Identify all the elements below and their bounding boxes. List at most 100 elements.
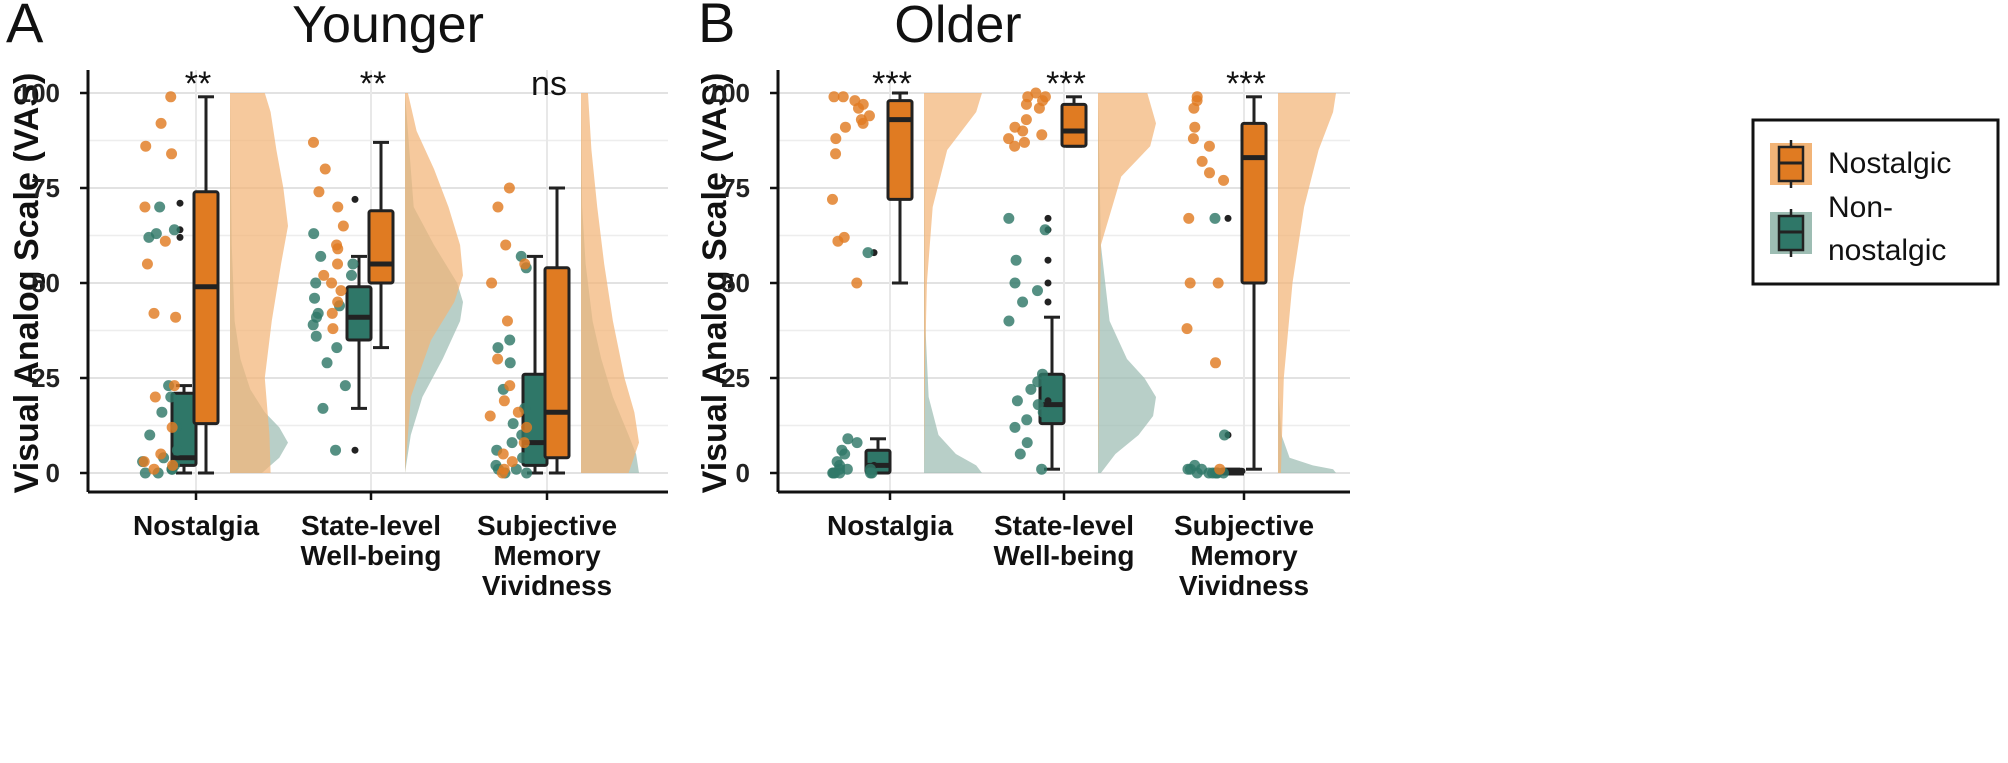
y-tick-label: 50 [31,268,60,298]
raw-point-nostalgic [326,277,338,289]
raw-point-nonnostalgic [310,277,322,289]
panel-title: Older [894,0,1021,54]
raw-point-nonnostalgic [1039,224,1051,236]
raw-point-nonnostalgic [517,452,529,464]
raw-point-nonnostalgic [507,418,519,430]
raw-point-nostalgic [1203,140,1215,152]
raw-point-nonnostalgic [165,391,177,403]
raw-point-nostalgic [332,296,344,308]
raw-point-nostalgic [1214,463,1226,475]
raw-point-nonnostalgic [1218,429,1230,441]
raw-point-nonnostalgic [171,444,183,456]
x-category-label: Vividness [482,570,612,601]
significance-label: *** [1226,65,1266,103]
raw-point-nostalgic [138,456,150,468]
raw-point-nostalgic [500,239,512,251]
box-iqr-nostalgic [886,99,914,201]
raw-point-nonnostalgic [150,228,162,240]
raw-point-nostalgic [165,91,177,103]
raw-point-nostalgic [335,285,347,297]
raw-point-nostalgic [1036,129,1048,141]
raw-point-nostalgic [492,201,504,213]
raw-point-nonnostalgic [345,269,357,281]
raw-point-nonnostalgic [1014,448,1026,460]
y-tick-label: 75 [721,173,750,203]
raw-point-nonnostalgic [154,201,166,213]
raw-point-nonnostalgic [308,228,320,240]
x-category-label: Subjective [1174,510,1314,541]
raw-point-nostalgic [149,391,161,403]
raw-point-nostalgic [512,406,524,418]
x-category-label: State-level [301,510,441,541]
y-axis-label: Visual Analog Scale (VAS) [8,73,46,494]
raw-point-nostalgic [307,136,319,148]
raw-point-nostalgic [1018,136,1030,148]
raw-point-nonnostalgic [521,467,533,479]
raw-point-nostalgic [140,140,152,152]
legend-key-nostalgic [1770,140,1812,188]
raw-point-nonnostalgic [1021,414,1033,426]
raw-point-nostalgic [497,448,509,460]
raw-point-nostalgic [1212,277,1224,289]
raw-point-nostalgic [1181,323,1193,335]
raw-point-nonnostalgic [1036,368,1048,380]
raw-point-nostalgic [1218,174,1230,186]
raw-point-nonnostalgic [144,429,156,441]
raw-point-nostalgic [166,421,178,433]
outlier-point-nonnostalgic [1044,256,1052,264]
raw-point-nostalgic [159,235,171,247]
raw-point-nostalgic [1196,155,1208,167]
outlier-point-nonnostalgic [1044,397,1052,405]
raw-point-nonnostalgic [864,463,876,475]
y-tick-label: 100 [707,78,750,108]
y-axis-label: Visual Analog Scale (VAS) [696,73,734,494]
raw-point-nostalgic [1183,212,1195,224]
density-cloud-nostalgic [230,93,288,473]
raw-point-nonnostalgic [862,247,874,259]
raw-point-nonnostalgic [1209,212,1221,224]
x-category-label: Memory [1190,540,1298,571]
density-cloud-nonnostalgic [1098,93,1156,473]
raw-point-nonnostalgic [339,380,351,392]
category-group: *** Nostalgia [826,65,982,541]
box-iqr-nostalgic [1240,121,1268,285]
raw-point-nonnostalgic [1031,285,1043,297]
category-group: ** Nostalgia [133,65,288,541]
raw-point-nonnostalgic [156,406,168,418]
raw-point-nostalgic [504,380,516,392]
raw-point-nostalgic [155,117,167,129]
raw-point-nonnostalgic [315,250,327,262]
y-tick-label: 25 [31,363,60,393]
y-tick-label: 0 [46,458,60,488]
raw-point-nostalgic [830,148,842,160]
raw-point-nostalgic [327,323,339,335]
raw-point-nostalgic [1210,357,1222,369]
legend-label-nonnostalgic-line2: nostalgic [1828,234,1946,267]
legend-key-nonnostalgic [1770,209,1812,257]
raw-point-nostalgic [484,410,496,422]
raw-point-nostalgic [851,277,863,289]
density-cloud-nostalgic [405,93,463,473]
raw-point-nonnostalgic [309,292,321,304]
panel-letter: A [6,0,44,54]
x-category-label: Subjective [477,510,617,541]
raw-point-nonnostalgic [321,357,333,369]
x-category-label: Nostalgia [827,510,953,541]
raw-point-nostalgic [1184,277,1196,289]
legend-label-nonnostalgic-line1: Non- [1828,191,1893,224]
raw-point-nostalgic [168,380,180,392]
panel-letter: B [698,0,735,54]
legend-label-nostalgic: Nostalgic [1828,147,1951,180]
raw-point-nostalgic [501,315,513,327]
raw-point-nostalgic [1009,121,1021,133]
panel-older: B Older Visual Analog Scale (VAS) 0 25 50 75 10… [696,0,1350,601]
raw-point-nonnostalgic [1011,395,1023,407]
raw-point-nonnostalgic [330,444,342,456]
raw-point-nostalgic [155,448,167,460]
raw-point-nostalgic [166,148,178,160]
raw-point-nostalgic [1204,167,1216,179]
significance-label: *** [1046,65,1086,103]
raw-point-nostalgic [167,459,179,471]
